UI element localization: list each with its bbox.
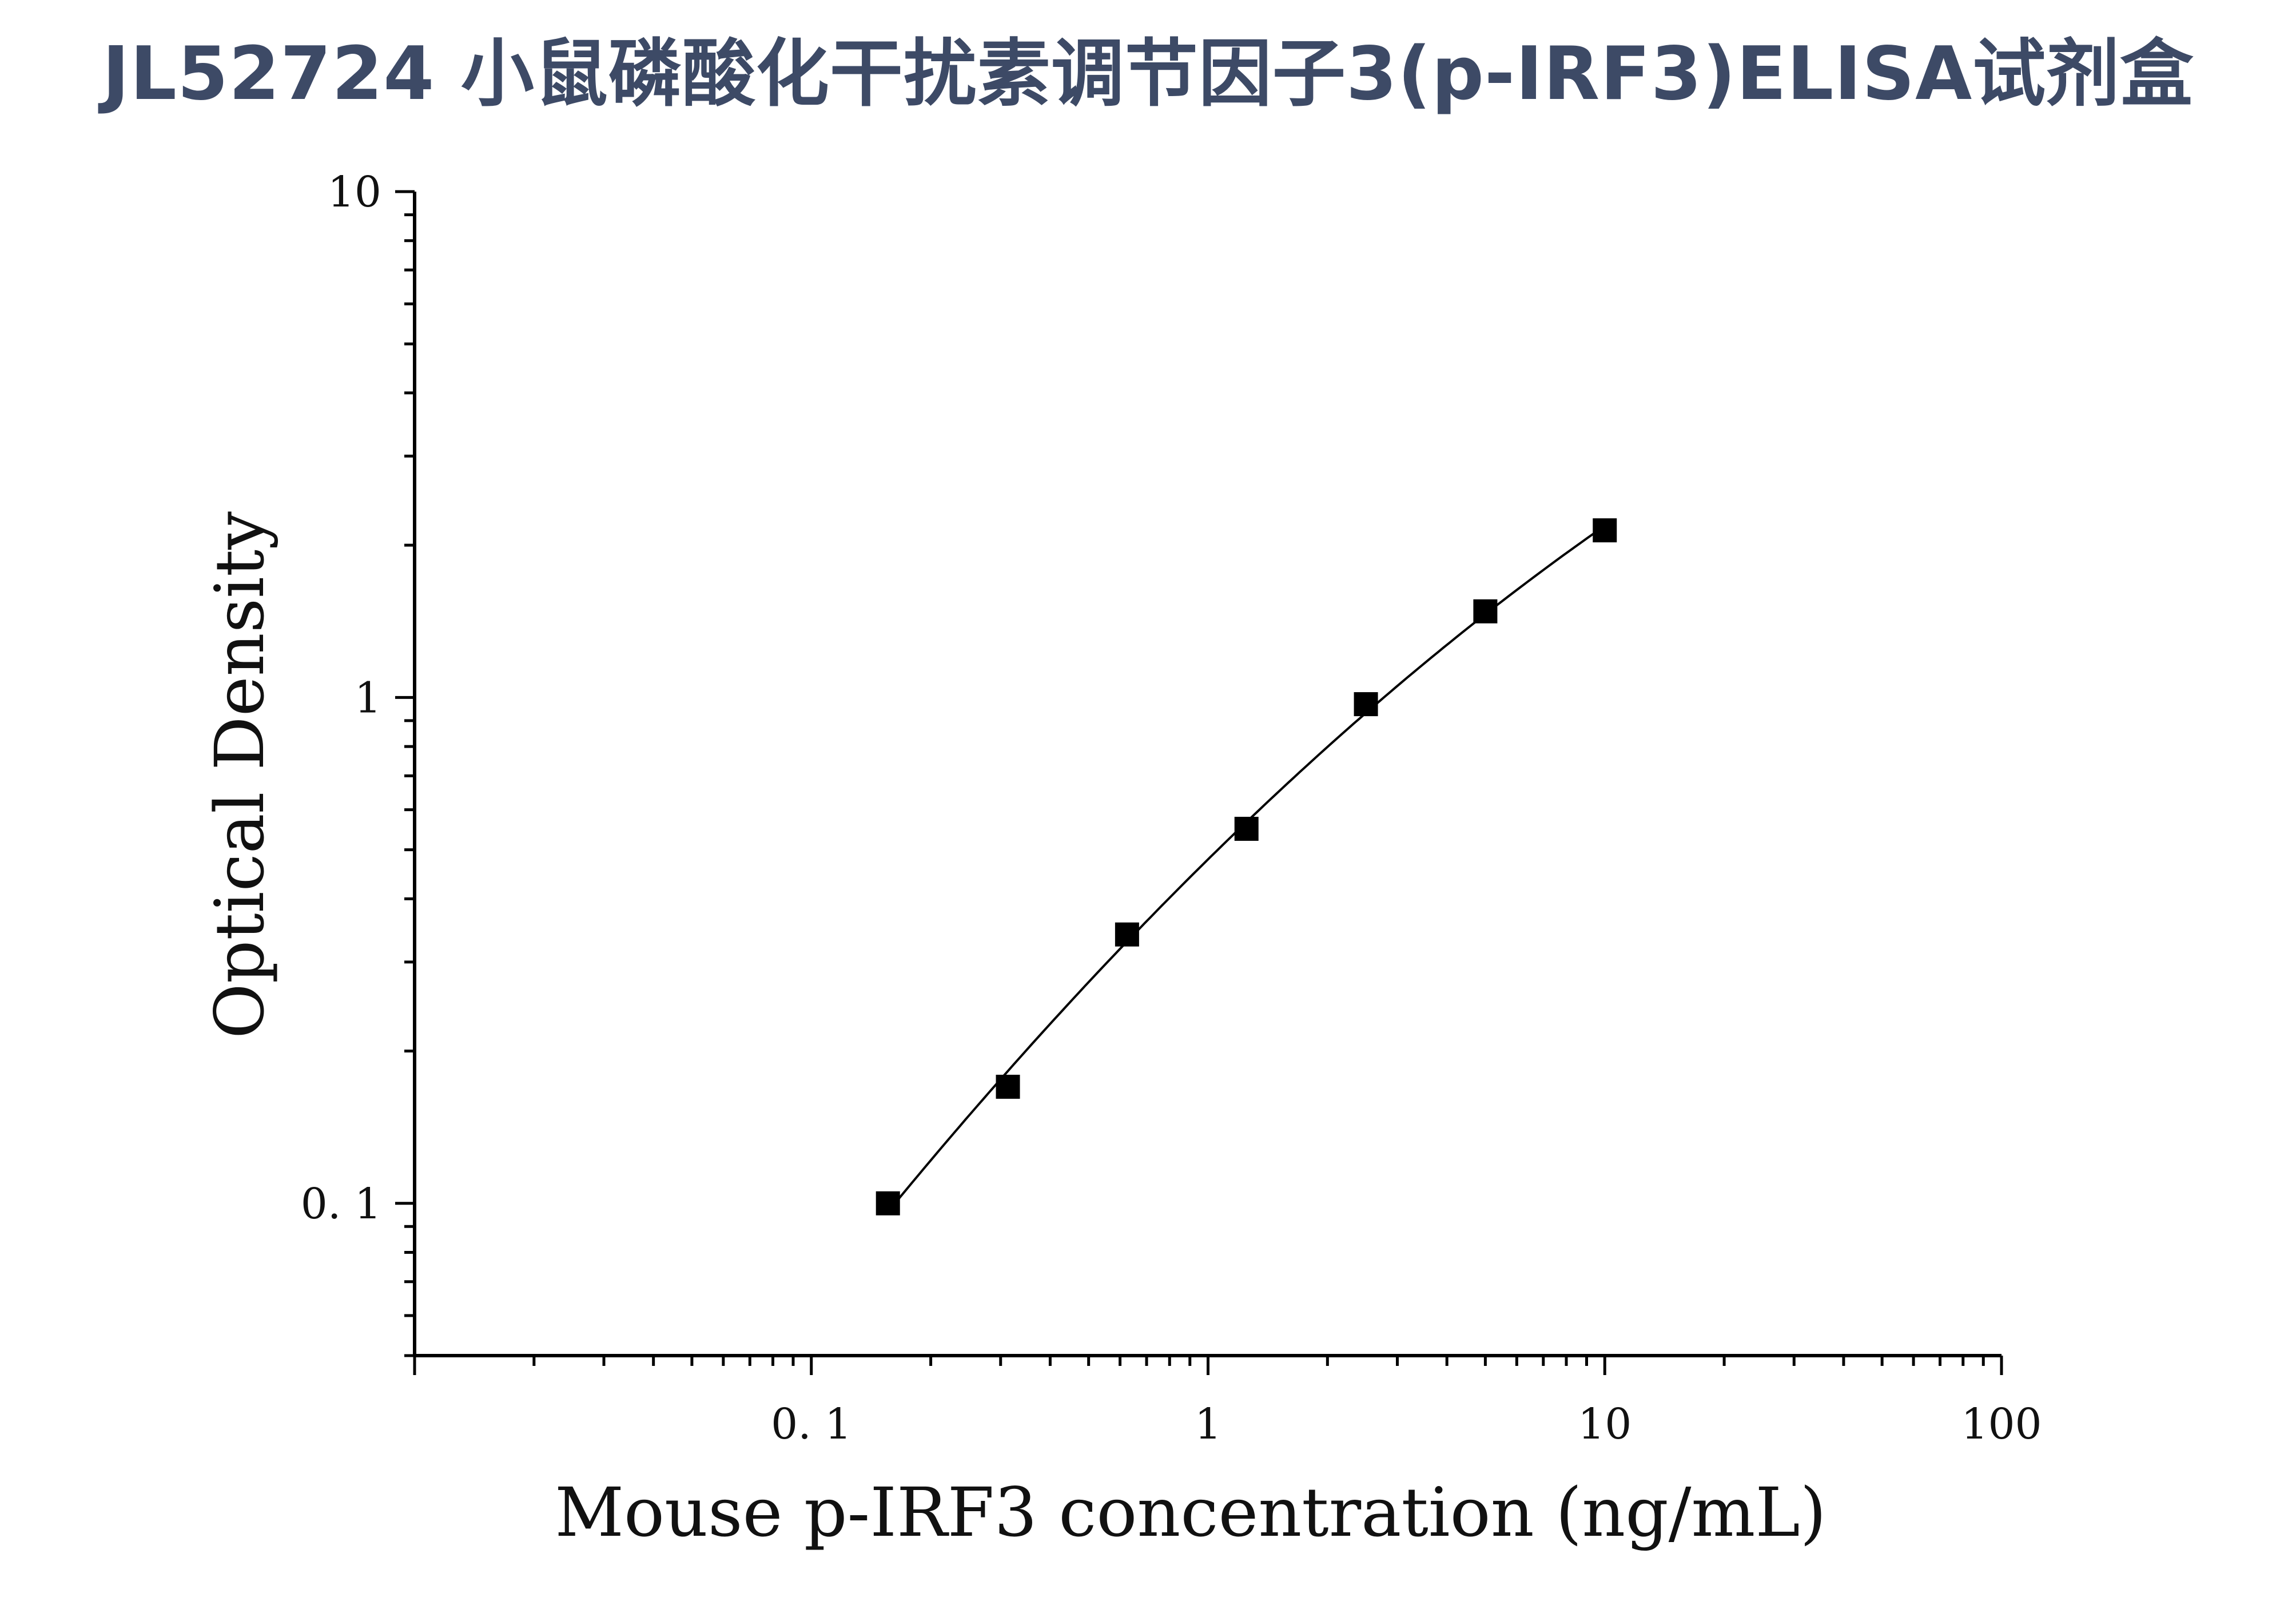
data-point-marker [1473,599,1498,623]
fit-curve-layer [887,525,1606,1213]
x-tick-label: 10 [1578,1400,1632,1449]
page-title: JL52724 小鼠磷酸化干扰素调节因子3(p-IRF3)ELISA试剂盒 [102,31,2194,117]
y-axis-title: Optical Density [200,511,279,1039]
tick-labels: 0. 1 1 10 100 0. 1 1 10 [301,168,2042,1449]
data-point-marker [1354,692,1378,717]
data-point-marker [996,1074,1020,1099]
y-tick-label: 0. 1 [301,1179,381,1229]
fit-curve [887,525,1606,1213]
y-tick-label: 10 [328,168,381,217]
data-point-marker [1115,922,1139,947]
data-points [876,518,1617,1215]
x-tick-label: 1 [1195,1400,1221,1449]
x-axis-title: Mouse p-IRF3 concentration (ng/mL) [555,1473,1827,1552]
data-point-marker [1234,817,1259,841]
x-tick-label: 0. 1 [771,1400,851,1449]
data-point-marker [1593,518,1617,543]
x-tick-label: 100 [1961,1400,2042,1449]
axes [395,190,2003,1375]
y-tick-label: 1 [355,673,381,722]
data-point-marker [876,1191,900,1215]
